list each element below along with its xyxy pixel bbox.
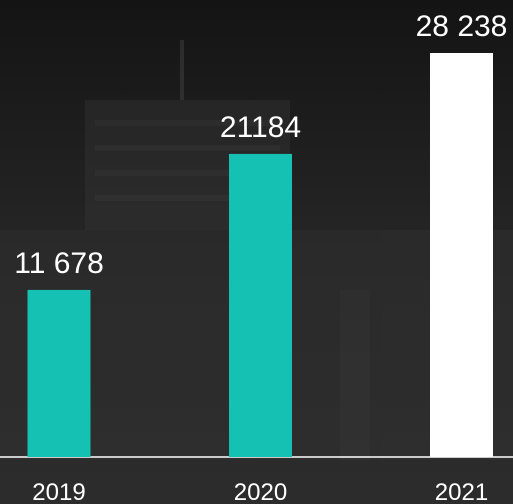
x-tick-label: 2021 <box>435 479 488 504</box>
bar <box>28 290 91 457</box>
value-label: 28 238 <box>416 10 508 43</box>
bar <box>430 53 493 457</box>
value-label: 11 678 <box>14 247 104 280</box>
x-tick-label: 2019 <box>32 479 85 504</box>
chart: 11 678 2019 21184 2020 28 238 2021 <box>0 0 513 504</box>
value-label: 21184 <box>220 111 301 144</box>
bar <box>229 154 292 457</box>
page: {"chart_data": {"type": "bar", "categori… <box>0 0 513 504</box>
x-tick-label: 2020 <box>234 479 287 504</box>
